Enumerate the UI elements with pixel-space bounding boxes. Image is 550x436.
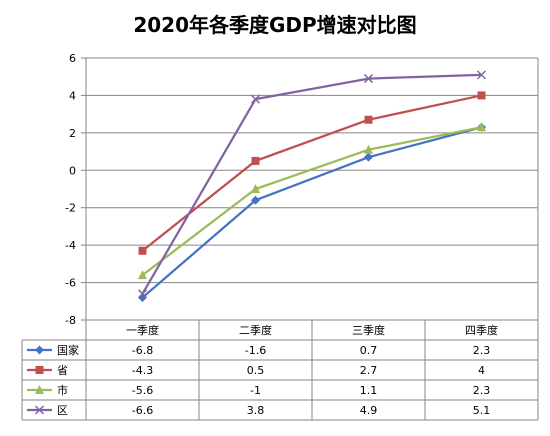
series-name: 省 — [57, 364, 68, 377]
series-line — [141, 94, 482, 252]
data-point — [477, 91, 486, 100]
table-value: 4.9 — [360, 404, 378, 417]
table-value: 1.1 — [360, 384, 378, 397]
table-value: -5.6 — [132, 384, 153, 397]
y-tick-label: 6 — [69, 52, 76, 65]
y-tick-label: 0 — [69, 164, 76, 177]
data-point — [35, 366, 44, 374]
y-tick-label: 4 — [69, 89, 76, 102]
table-value: -1.6 — [245, 344, 266, 357]
y-tick-label: -2 — [65, 202, 76, 215]
table-row: 区 -6.6 3.8 4.9 5.1 — [27, 404, 490, 417]
data-point — [137, 289, 148, 299]
data-point — [476, 70, 487, 80]
series-line — [141, 126, 482, 276]
table-value: 0.5 — [247, 364, 265, 377]
series-line — [141, 126, 482, 299]
data-point — [35, 385, 44, 394]
table-value: 0.7 — [360, 344, 378, 357]
table-value: 2.3 — [473, 344, 491, 357]
table-value: -6.6 — [132, 404, 153, 417]
series-name: 区 — [57, 404, 68, 417]
table-value: 2.3 — [473, 384, 491, 397]
table-value: -4.3 — [132, 364, 153, 377]
data-point — [251, 156, 260, 165]
table-value: 5.1 — [473, 404, 491, 417]
data-point — [138, 270, 147, 280]
table-value: 3.8 — [247, 404, 265, 417]
series-市 — [138, 122, 486, 280]
data-point — [34, 405, 45, 415]
data-point — [251, 184, 260, 193]
series-line — [141, 73, 482, 295]
category-label: 三季度 — [352, 323, 385, 337]
series-区 — [137, 70, 487, 299]
data-point — [250, 94, 261, 104]
table-value: 2.7 — [360, 364, 378, 377]
data-point — [364, 144, 373, 154]
chart-title: 2020年各季度GDP增速对比图 — [133, 13, 416, 37]
data-point — [477, 122, 486, 132]
table-row: 市 -5.6 -1 1.1 2.3 — [27, 383, 490, 397]
y-tick-label: -6 — [65, 277, 76, 290]
table-row: 国家 -6.8 -1.6 0.7 2.3 — [27, 343, 490, 357]
data-point — [35, 345, 44, 355]
table-value: -6.8 — [132, 344, 153, 357]
table-row: 省 -4.3 0.5 2.7 4 — [27, 364, 485, 377]
table-value: 4 — [478, 364, 485, 377]
data-point — [364, 115, 373, 124]
y-tick-label: 2 — [69, 127, 76, 140]
data-point — [364, 152, 373, 162]
series-省 — [138, 91, 486, 255]
y-tick-label: -8 — [65, 314, 76, 327]
data-point — [138, 246, 147, 255]
data-point — [251, 195, 260, 205]
table-value: -1 — [250, 384, 261, 397]
y-tick-label: -4 — [65, 239, 76, 252]
category-label: 四季度 — [465, 323, 498, 337]
series-name: 市 — [57, 383, 68, 397]
data-point — [363, 74, 374, 84]
series-name: 国家 — [57, 343, 79, 357]
category-label: 一季度 — [126, 323, 159, 337]
category-label: 二季度 — [239, 323, 272, 337]
